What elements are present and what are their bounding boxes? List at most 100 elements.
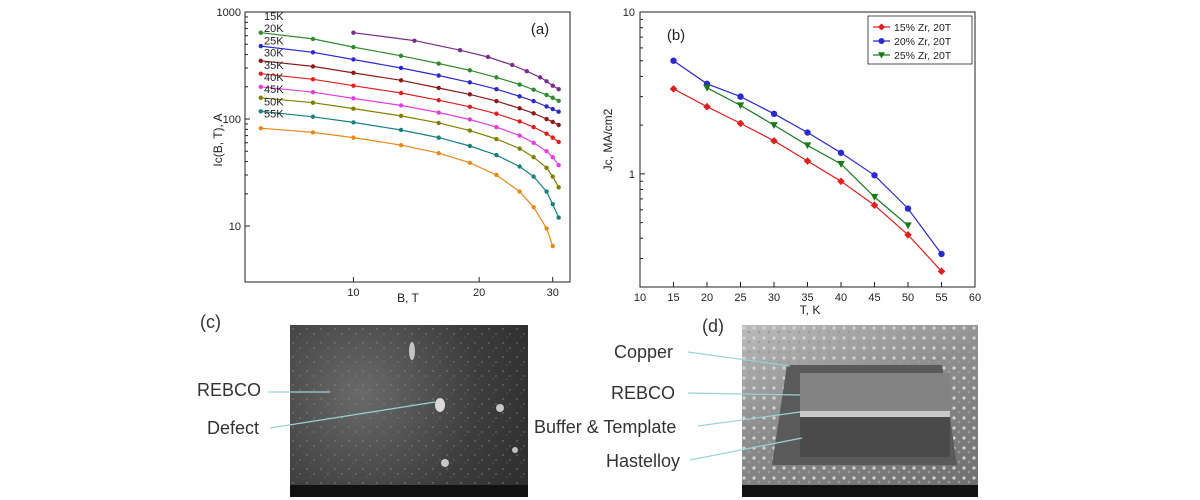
label-buffer-d: Buffer & Template — [534, 417, 677, 437]
chart-a-legend-label: 20K — [264, 23, 284, 35]
label-rebco-c: REBCO — [197, 380, 262, 400]
chart-a-point — [398, 103, 404, 108]
chart-b-xtick-label: 15 — [667, 292, 679, 304]
chart-a-xtick-label: 20 — [473, 287, 485, 299]
chart-b-series-line — [673, 88, 942, 272]
chart-b-xtick-label: 45 — [868, 292, 880, 304]
chart-a-point — [258, 84, 263, 90]
chart-a-point — [412, 38, 417, 43]
panel-label-c: (c) — [200, 312, 221, 332]
chart-a-point — [310, 114, 316, 119]
chart-a-ytick-label: 10 — [229, 221, 241, 233]
chart-b: 10 15 20 25 30 35 40 45 50 55 60 1 10 15% Zr, 20T 20%… — [601, 7, 981, 317]
chart-b-xtick-label: 10 — [634, 292, 646, 304]
chart-a-point — [310, 90, 316, 95]
chart-b-xtick-label: 60 — [969, 292, 981, 304]
chart-b-xtick-label: 20 — [701, 292, 713, 304]
chart-a-point — [556, 86, 561, 92]
chart-a-point — [537, 75, 543, 80]
panel-label-d: (d) — [702, 316, 724, 336]
chart-a-point — [398, 90, 404, 96]
chart-a-point — [544, 226, 549, 231]
chart-a-point — [258, 126, 263, 131]
panel-label-a: (a) — [531, 21, 549, 38]
chart-a-point — [258, 30, 263, 35]
chart-a-point — [310, 50, 316, 55]
chart-a-point — [550, 95, 555, 100]
chart-a-point — [310, 64, 316, 69]
chart-a-frame — [244, 11, 571, 283]
chart-a-point — [517, 189, 522, 194]
chart-a-point — [258, 43, 263, 49]
chart-a-point — [550, 106, 555, 112]
micrograph-c-texture — [290, 325, 528, 497]
chart-a-point — [310, 36, 316, 42]
chart-b-legend-marker — [878, 52, 885, 59]
chart-a-point — [544, 79, 549, 84]
chart-a-point — [398, 78, 404, 83]
chart-a-point — [485, 54, 491, 60]
chart-a-point — [467, 128, 473, 133]
panel-label-b: (b) — [667, 27, 685, 44]
chart-a-point — [351, 30, 356, 35]
chart-a-point — [398, 113, 404, 119]
chart-b-point — [803, 157, 812, 165]
chart-b-xtick-label: 35 — [801, 292, 813, 304]
chart-a-point — [494, 152, 499, 158]
chart-a-point — [467, 117, 473, 122]
chart-a-point — [351, 96, 356, 101]
chart-a-point — [310, 100, 316, 105]
chart-b-xtick-label: 40 — [835, 292, 847, 304]
chart-a-point — [467, 92, 473, 97]
chart-a-point — [544, 116, 549, 122]
chart-a-point — [544, 189, 549, 194]
chart-a-point — [398, 127, 404, 133]
chart-a-series-line — [260, 97, 560, 188]
chart-a-series-line — [353, 32, 560, 90]
chart-b-ytick-label: 1 — [629, 169, 635, 181]
chart-a-point — [531, 98, 536, 104]
chart-a-point — [494, 86, 499, 92]
chart-a-point — [531, 124, 536, 130]
chart-a-point — [494, 172, 499, 178]
chart-b-xtick-label: 50 — [902, 292, 914, 304]
chart-a-point — [531, 87, 536, 92]
chart-a-point — [556, 163, 561, 168]
chart-b-point — [904, 222, 912, 230]
chart-a-point — [510, 62, 515, 68]
chart-a-point — [310, 130, 316, 135]
chart-b-legend-box — [867, 15, 973, 65]
chart-a-point — [467, 80, 473, 85]
chart-a-series-line — [260, 110, 560, 218]
chart-a-point — [544, 92, 549, 98]
chart-a-point — [310, 77, 316, 82]
chart-a-ytick-label: 1000 — [217, 7, 241, 19]
chart-a-point — [517, 146, 522, 151]
chart-a-point — [467, 104, 473, 110]
chart-a-point — [550, 243, 555, 249]
chart-a-point — [550, 135, 555, 140]
chart-a-point — [550, 83, 555, 88]
chart-a-ylabel: Ic(B, T), A — [211, 113, 225, 166]
chart-b-ytick-label: 10 — [623, 7, 635, 19]
chart-b-point — [770, 137, 778, 145]
chart-a-point — [556, 139, 561, 145]
chart-a-point — [351, 44, 356, 50]
chart-a-point — [351, 106, 356, 111]
chart-a-point — [517, 82, 522, 87]
chart-a-point — [517, 106, 522, 111]
chart-b-point — [871, 172, 878, 179]
chart-a-point — [436, 120, 441, 126]
chart-b-legend-marker — [878, 23, 885, 31]
chart-a-point — [524, 68, 529, 74]
chart-a-point — [436, 97, 441, 103]
chart-a-point — [467, 143, 473, 149]
chart-a-xlabel: B, T — [397, 291, 419, 305]
chart-a-point — [494, 124, 499, 130]
chart-a-point — [556, 215, 561, 220]
micrograph-c — [290, 325, 528, 497]
chart-a-point — [436, 150, 441, 156]
chart-a-legend-label: 30K — [264, 48, 284, 60]
chart-b-legend-label: 20% Zr, 20T — [894, 36, 952, 48]
chart-a-point — [544, 165, 549, 171]
